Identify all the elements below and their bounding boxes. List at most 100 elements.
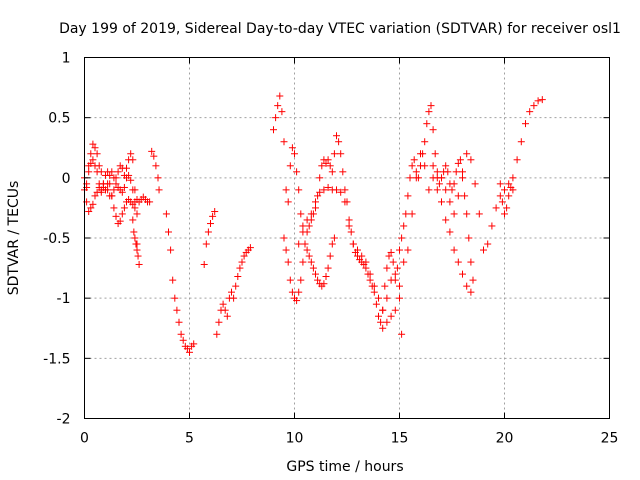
data-point — [293, 168, 301, 176]
data-point — [209, 212, 217, 220]
data-point — [274, 102, 282, 110]
data-point — [410, 156, 418, 164]
data-point — [132, 240, 140, 248]
data-point — [131, 234, 139, 242]
data-point — [379, 324, 387, 332]
data-point — [213, 330, 221, 338]
data-point — [288, 288, 296, 296]
data-point — [461, 192, 469, 200]
data-point — [459, 270, 466, 278]
data-point — [429, 162, 437, 170]
data-point — [408, 162, 416, 170]
data-point — [129, 156, 137, 164]
data-point — [391, 306, 399, 314]
data-point — [133, 246, 141, 254]
data-point — [110, 186, 118, 194]
data-point — [496, 192, 504, 200]
data-point — [505, 192, 513, 200]
data-point — [207, 220, 214, 228]
data-point — [330, 150, 338, 158]
data-point — [463, 210, 471, 218]
y-tick-label: 1 — [62, 51, 71, 67]
data-point — [433, 168, 441, 176]
data-point — [379, 306, 387, 314]
data-point — [471, 180, 479, 188]
series-arc10 — [295, 150, 475, 314]
data-point — [104, 180, 112, 188]
data-point — [383, 294, 391, 302]
data-point — [391, 270, 399, 278]
data-point — [179, 336, 187, 344]
data-point — [442, 186, 450, 194]
data-point — [450, 210, 458, 218]
data-point — [312, 270, 319, 278]
data-point — [442, 162, 450, 170]
data-point — [204, 228, 212, 236]
data-point — [125, 171, 133, 179]
data-point — [345, 216, 353, 224]
data-point — [284, 258, 292, 266]
data-point — [108, 192, 116, 200]
data-point — [307, 210, 315, 218]
data-point — [177, 330, 185, 338]
data-point — [517, 138, 525, 146]
data-point — [120, 183, 128, 191]
data-point — [339, 168, 347, 176]
data-point — [173, 306, 181, 314]
data-point — [467, 258, 475, 266]
data-point — [303, 246, 311, 254]
series-arc3 — [83, 156, 141, 248]
data-point — [87, 204, 95, 212]
data-point — [328, 168, 336, 176]
data-point — [202, 240, 210, 248]
data-point — [400, 258, 408, 266]
data-point — [110, 204, 118, 212]
data-point — [377, 318, 385, 326]
data-point — [87, 150, 95, 158]
data-point — [383, 264, 391, 272]
data-point — [129, 216, 137, 224]
series-arc13 — [496, 180, 517, 218]
data-point — [165, 228, 172, 236]
data-point — [328, 240, 336, 248]
data-point — [389, 258, 397, 266]
data-point — [509, 186, 517, 194]
data-point — [396, 282, 403, 290]
data-point — [429, 174, 437, 182]
series-arc7 — [200, 208, 254, 338]
data-point — [450, 246, 458, 254]
data-point — [454, 258, 462, 266]
data-point — [106, 171, 114, 179]
x-axis-title: GPS time / hours — [286, 459, 403, 475]
data-points — [81, 92, 546, 356]
data-point — [463, 150, 471, 158]
data-point — [93, 168, 101, 176]
data-point — [459, 168, 466, 176]
data-point — [454, 159, 462, 167]
data-point — [501, 210, 508, 218]
data-point — [123, 164, 130, 172]
y-tick-label: -0.5 — [43, 231, 70, 247]
data-point — [505, 180, 513, 188]
y-tick-label: 0 — [62, 171, 71, 187]
data-point — [484, 240, 492, 248]
data-point — [526, 108, 534, 116]
series-arc8 — [270, 92, 338, 290]
data-point — [398, 330, 406, 338]
series-arc12 — [429, 96, 546, 254]
data-point — [316, 174, 324, 182]
data-point — [301, 240, 309, 248]
data-point — [404, 246, 412, 254]
data-point — [238, 258, 246, 266]
data-point — [272, 114, 280, 122]
x-tick-label: 20 — [496, 431, 514, 447]
data-point — [400, 222, 408, 230]
data-point — [396, 294, 403, 302]
data-point — [219, 300, 227, 308]
data-point — [456, 156, 464, 164]
data-point — [102, 186, 109, 194]
data-point — [375, 294, 382, 302]
data-point — [130, 228, 138, 236]
data-point — [286, 162, 294, 170]
data-point — [442, 216, 450, 224]
